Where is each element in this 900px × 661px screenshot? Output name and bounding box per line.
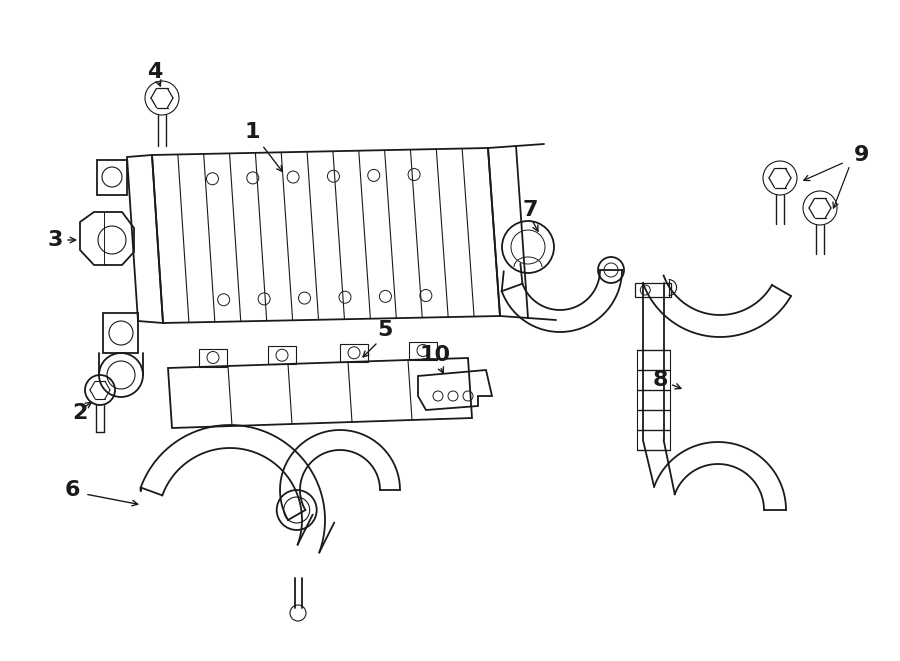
Text: 10: 10	[419, 345, 451, 365]
Text: 1: 1	[244, 122, 260, 142]
Text: 3: 3	[48, 230, 63, 250]
Text: 7: 7	[522, 200, 538, 220]
Text: 6: 6	[64, 480, 80, 500]
Text: 9: 9	[854, 145, 869, 165]
Text: 8: 8	[652, 370, 668, 390]
Text: 2: 2	[72, 403, 87, 423]
Text: 4: 4	[148, 62, 163, 82]
Text: 5: 5	[377, 320, 392, 340]
